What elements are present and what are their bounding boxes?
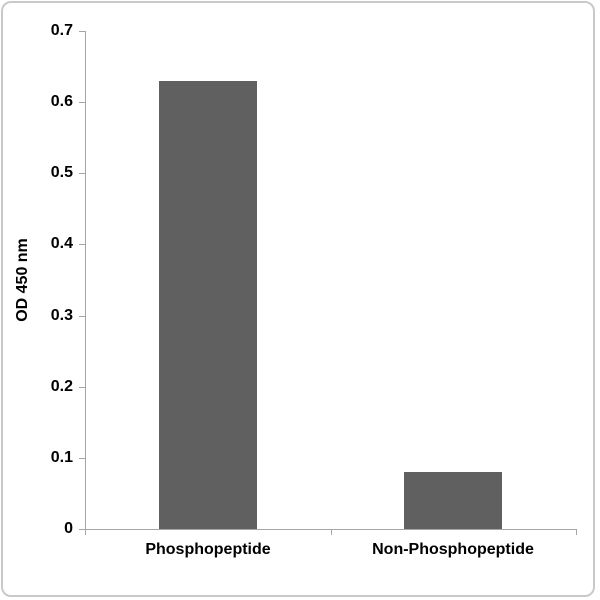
x-tick-mark	[85, 529, 86, 535]
y-tick-label: 0.2	[50, 378, 73, 395]
x-tick-mark	[331, 529, 332, 535]
bar-phosphopeptide	[159, 81, 257, 529]
y-tick-mark	[79, 173, 85, 174]
x-tick-mark	[576, 529, 577, 535]
y-tick-mark	[79, 316, 85, 317]
y-tick-label: 0.4	[50, 235, 73, 252]
y-tick-label: 0.6	[50, 93, 73, 110]
y-tick-mark	[79, 31, 85, 32]
y-axis-line	[85, 31, 86, 535]
y-tick-label: 0.5	[50, 164, 73, 181]
bar-non-phosphopeptide	[404, 472, 502, 529]
y-tick-mark	[79, 244, 85, 245]
y-tick-label: 0.7	[50, 22, 73, 39]
y-tick-mark	[79, 458, 85, 459]
y-tick-label: 0.1	[50, 449, 73, 466]
y-tick-mark	[79, 102, 85, 103]
y-tick-mark	[79, 529, 85, 530]
x-axis-line	[85, 529, 576, 530]
y-tick-label: 0	[64, 520, 73, 537]
y-tick-mark	[79, 387, 85, 388]
x-category-label: Phosphopeptide	[145, 541, 271, 558]
x-category-label: Non-Phosphopeptide	[372, 541, 534, 558]
y-tick-label: 0.3	[50, 307, 73, 324]
